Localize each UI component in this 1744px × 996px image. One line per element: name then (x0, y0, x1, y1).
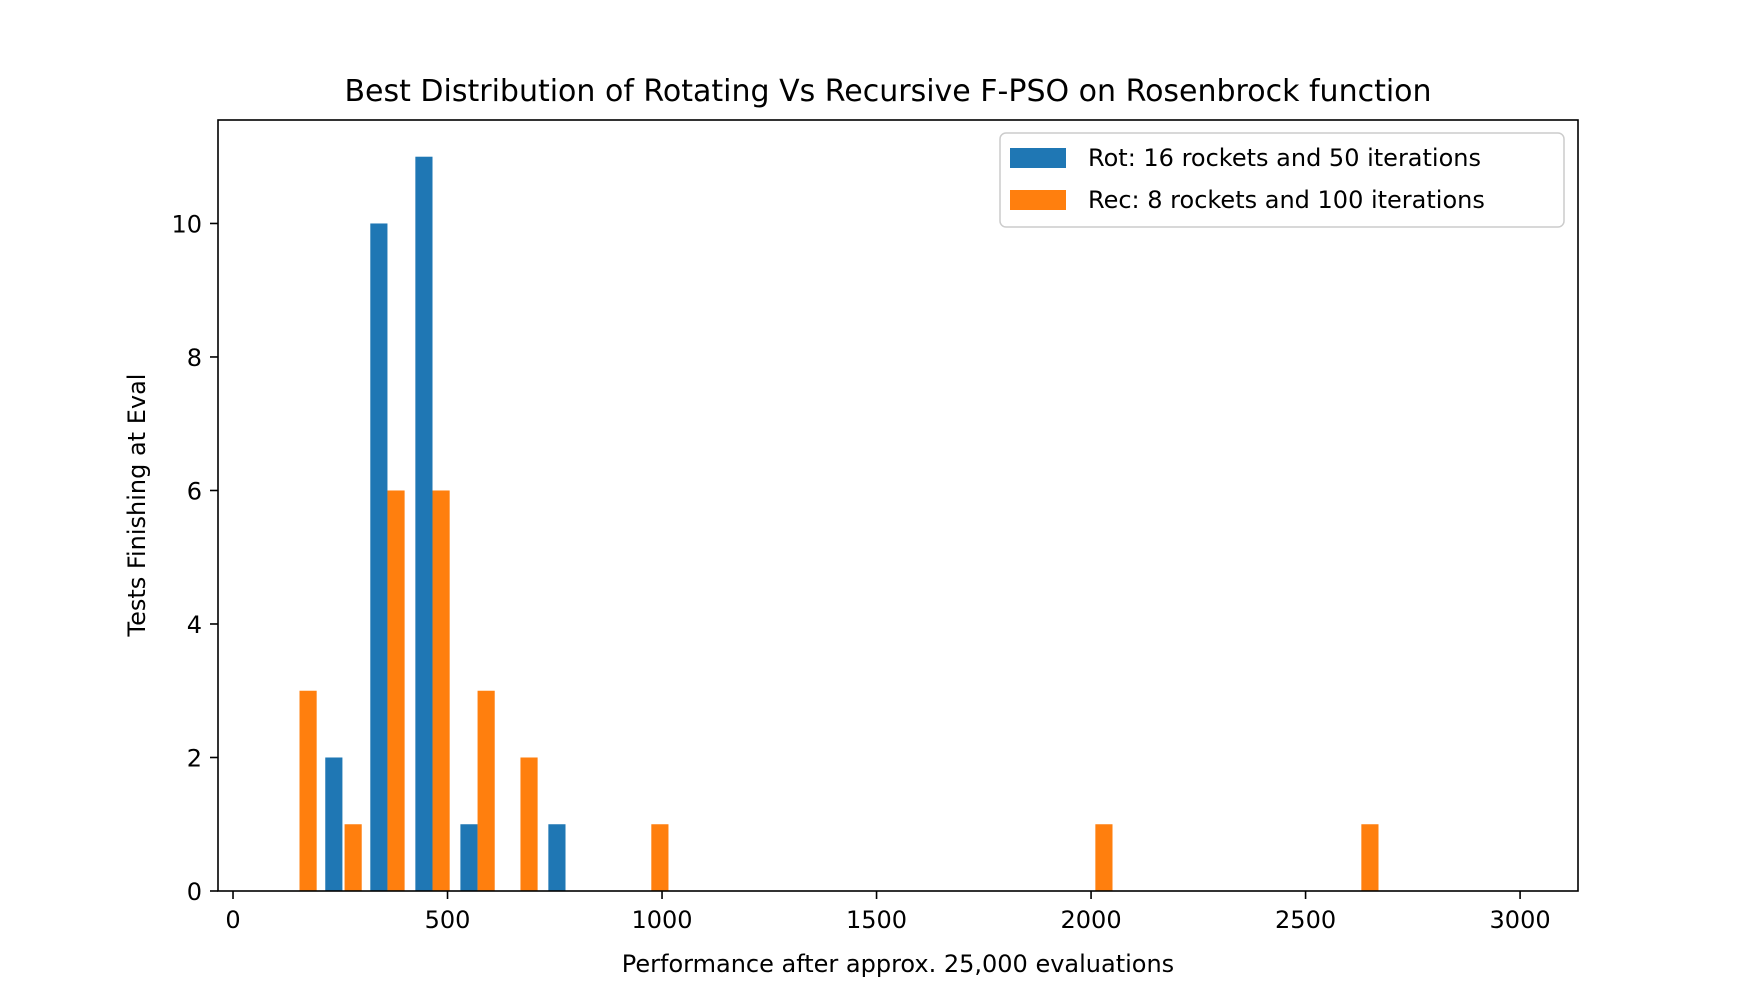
x-tick-label-0: 0 (225, 906, 240, 934)
x-tick-label-6: 3000 (1490, 906, 1551, 934)
chart-title: Best Distribution of Rotating Vs Recursi… (344, 74, 1431, 109)
x-axis-ticks: 0 500 1000 1500 2000 2500 3000 (225, 891, 1551, 934)
x-tick-label-3: 1500 (846, 906, 907, 934)
x-axis-label: Performance after approx. 25,000 evaluat… (622, 950, 1174, 978)
rot-bar-4 (548, 824, 566, 891)
rot-bar-3 (460, 824, 478, 891)
legend-swatch-rot (1010, 148, 1066, 168)
y-tick-label-2: 4 (187, 611, 202, 639)
legend: Rot: 16 rockets and 50 iterations Rec: 8… (999, 132, 1565, 228)
x-tick-label-5: 2500 (1275, 906, 1336, 934)
y-tick-label-0: 0 (187, 878, 202, 906)
y-tick-label-3: 6 (187, 477, 202, 505)
legend-label-rec: Rec: 8 rockets and 100 iterations (1088, 186, 1485, 214)
rec-bar-7 (1095, 824, 1113, 891)
rec-bar-0 (299, 690, 317, 891)
x-tick-label-1: 500 (425, 906, 471, 934)
y-tick-label-4: 8 (187, 344, 202, 372)
y-axis-label: Tests Finishing at Eval (123, 374, 151, 638)
rec-bar-8 (1361, 824, 1379, 891)
rot-bar-1 (370, 223, 388, 892)
x-tick-label-4: 2000 (1061, 906, 1122, 934)
rec-bar-1 (344, 824, 362, 891)
rec-bar-5 (520, 757, 538, 891)
rot-bar-0 (325, 757, 343, 891)
bars-layer (299, 156, 1379, 892)
y-tick-label-5: 10 (171, 210, 202, 238)
rec-bar-6 (651, 824, 669, 891)
y-axis-ticks: 0 2 4 6 8 10 (171, 210, 218, 906)
x-tick-label-2: 1000 (631, 906, 692, 934)
rec-bar-2 (387, 490, 405, 891)
rec-bar-4 (477, 690, 495, 891)
rot-bar-2 (415, 156, 433, 891)
legend-swatch-rec (1010, 190, 1066, 210)
legend-label-rot: Rot: 16 rockets and 50 iterations (1088, 144, 1481, 172)
legend-box (999, 132, 1565, 228)
y-tick-label-1: 2 (187, 744, 202, 772)
plot-frame (217, 119, 1579, 892)
rec-bar-3 (432, 490, 450, 891)
